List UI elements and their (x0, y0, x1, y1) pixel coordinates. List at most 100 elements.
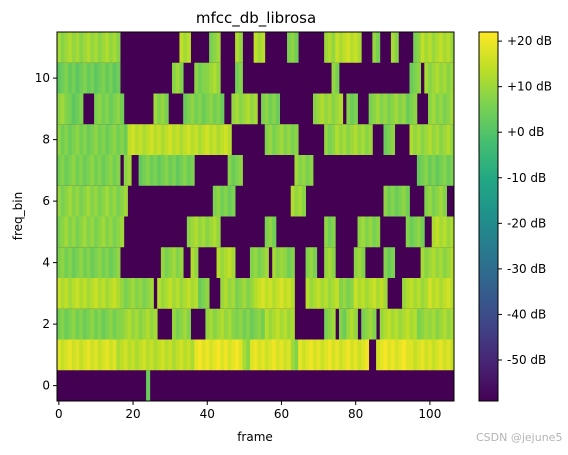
heatmap-cell (68, 216, 73, 248)
heatmap-cell (320, 93, 325, 125)
heatmap-cell (320, 339, 325, 371)
heatmap-cell (146, 339, 151, 371)
heatmap-cell (439, 278, 444, 309)
heatmap-cell (361, 278, 366, 309)
heatmap-cell (442, 124, 447, 155)
heatmap-cell (409, 124, 414, 155)
heatmap-cell (350, 124, 355, 155)
heatmap-cell (394, 185, 399, 217)
heatmap-cell (402, 339, 407, 371)
heatmap-cell (431, 308, 436, 340)
heatmap-cell (127, 339, 132, 371)
heatmap-cell (209, 124, 214, 155)
heatmap-cell (71, 124, 76, 155)
heatmap-cell (75, 93, 80, 125)
heatmap-cell (442, 278, 447, 309)
heatmap-cell (57, 308, 62, 340)
heatmap-cell (146, 370, 151, 401)
heatmap-cell (94, 124, 99, 155)
heatmap-cell (428, 247, 433, 278)
heatmap-cell (212, 185, 217, 217)
heatmap-cell (112, 155, 117, 186)
heatmap-cell (442, 62, 447, 94)
heatmap-cell (112, 124, 117, 155)
colorbar-ticks: +20 dB +10 dB +0 dB -10 dB -20 dB -30 dB -40 d… (498, 34, 552, 367)
heatmap-cell (364, 278, 370, 309)
heatmap-cell (142, 278, 147, 309)
heatmap-cell (134, 308, 140, 340)
heatmap-cell (164, 339, 169, 371)
heatmap-cell (227, 185, 232, 217)
heatmap-cell (123, 278, 128, 309)
heatmap-cell (383, 339, 388, 371)
heatmap-cell (376, 278, 381, 309)
heatmap-cell (179, 124, 184, 155)
heatmap-cell (68, 308, 73, 340)
heatmap-cell (142, 124, 147, 155)
heatmap-cell (387, 185, 392, 217)
heatmap-cell (327, 308, 332, 340)
heatmap-cell (324, 278, 329, 309)
heatmap-cell (68, 278, 73, 309)
x-tick-label: 60 (274, 407, 289, 421)
heatmap-cell (75, 247, 80, 278)
heatmap-cell (175, 247, 180, 278)
heatmap-cell (149, 339, 154, 371)
heatmap-cell (376, 216, 381, 248)
heatmap-cell (116, 62, 121, 94)
heatmap-cell (253, 278, 258, 309)
heatmap-cell (153, 155, 158, 186)
heatmap-cell (201, 278, 206, 309)
heatmap-cell (64, 32, 69, 63)
heatmap-cell (64, 185, 69, 217)
heatmap-cell (194, 216, 199, 248)
heatmap-cell (405, 185, 410, 217)
heatmap-cell (172, 155, 177, 186)
heatmap-cell (60, 155, 65, 186)
heatmap-cell (383, 93, 388, 125)
heatmap-cell (450, 247, 455, 278)
heatmap-cell (216, 185, 221, 217)
heatmap-cell (450, 216, 455, 248)
heatmap-cell (439, 216, 444, 248)
heatmap-cell (287, 308, 292, 340)
heatmap-cell (216, 247, 221, 278)
heatmap-cell (60, 62, 65, 94)
heatmap-cell (201, 93, 206, 125)
heatmap-cell (379, 278, 384, 309)
heatmap-cell (439, 124, 444, 155)
heatmap-cell (261, 308, 266, 340)
heatmap-cell (287, 247, 292, 278)
y-axis-ticks: 0 2 4 6 8 10 (35, 71, 57, 393)
heatmap-cell (64, 339, 69, 371)
x-tick-label: 80 (348, 407, 363, 421)
heatmap-cell (350, 308, 355, 340)
heatmap-cell (86, 62, 91, 94)
heatmap-cell (361, 339, 366, 371)
heatmap-cell (435, 216, 440, 248)
heatmap-cell (138, 308, 143, 340)
heatmap-cell (157, 278, 162, 309)
heatmap-cell (383, 247, 388, 278)
heatmap-cell (353, 124, 358, 155)
heatmap-cell (376, 339, 381, 371)
heatmap-cell (97, 62, 102, 94)
heatmap-cell (249, 93, 255, 125)
heatmap-cell (123, 124, 128, 155)
heatmap-cell (424, 62, 429, 94)
heatmap-cell (435, 247, 440, 278)
x-tick-label: 20 (125, 407, 140, 421)
heatmap-cell (357, 339, 362, 371)
heatmap-cell (301, 155, 306, 186)
heatmap-cell (264, 339, 269, 371)
heatmap-cell (68, 247, 73, 278)
heatmap-cell (101, 155, 106, 186)
heatmap-cell (294, 339, 299, 371)
watermark: CSDN @jejune5 (476, 431, 563, 444)
heatmap-cell (68, 62, 73, 94)
heatmap-cell (94, 155, 99, 186)
heatmap-cell (123, 308, 128, 340)
heatmap-cell (153, 308, 158, 340)
heatmap-cell (146, 124, 151, 155)
heatmap-cell (390, 124, 396, 155)
